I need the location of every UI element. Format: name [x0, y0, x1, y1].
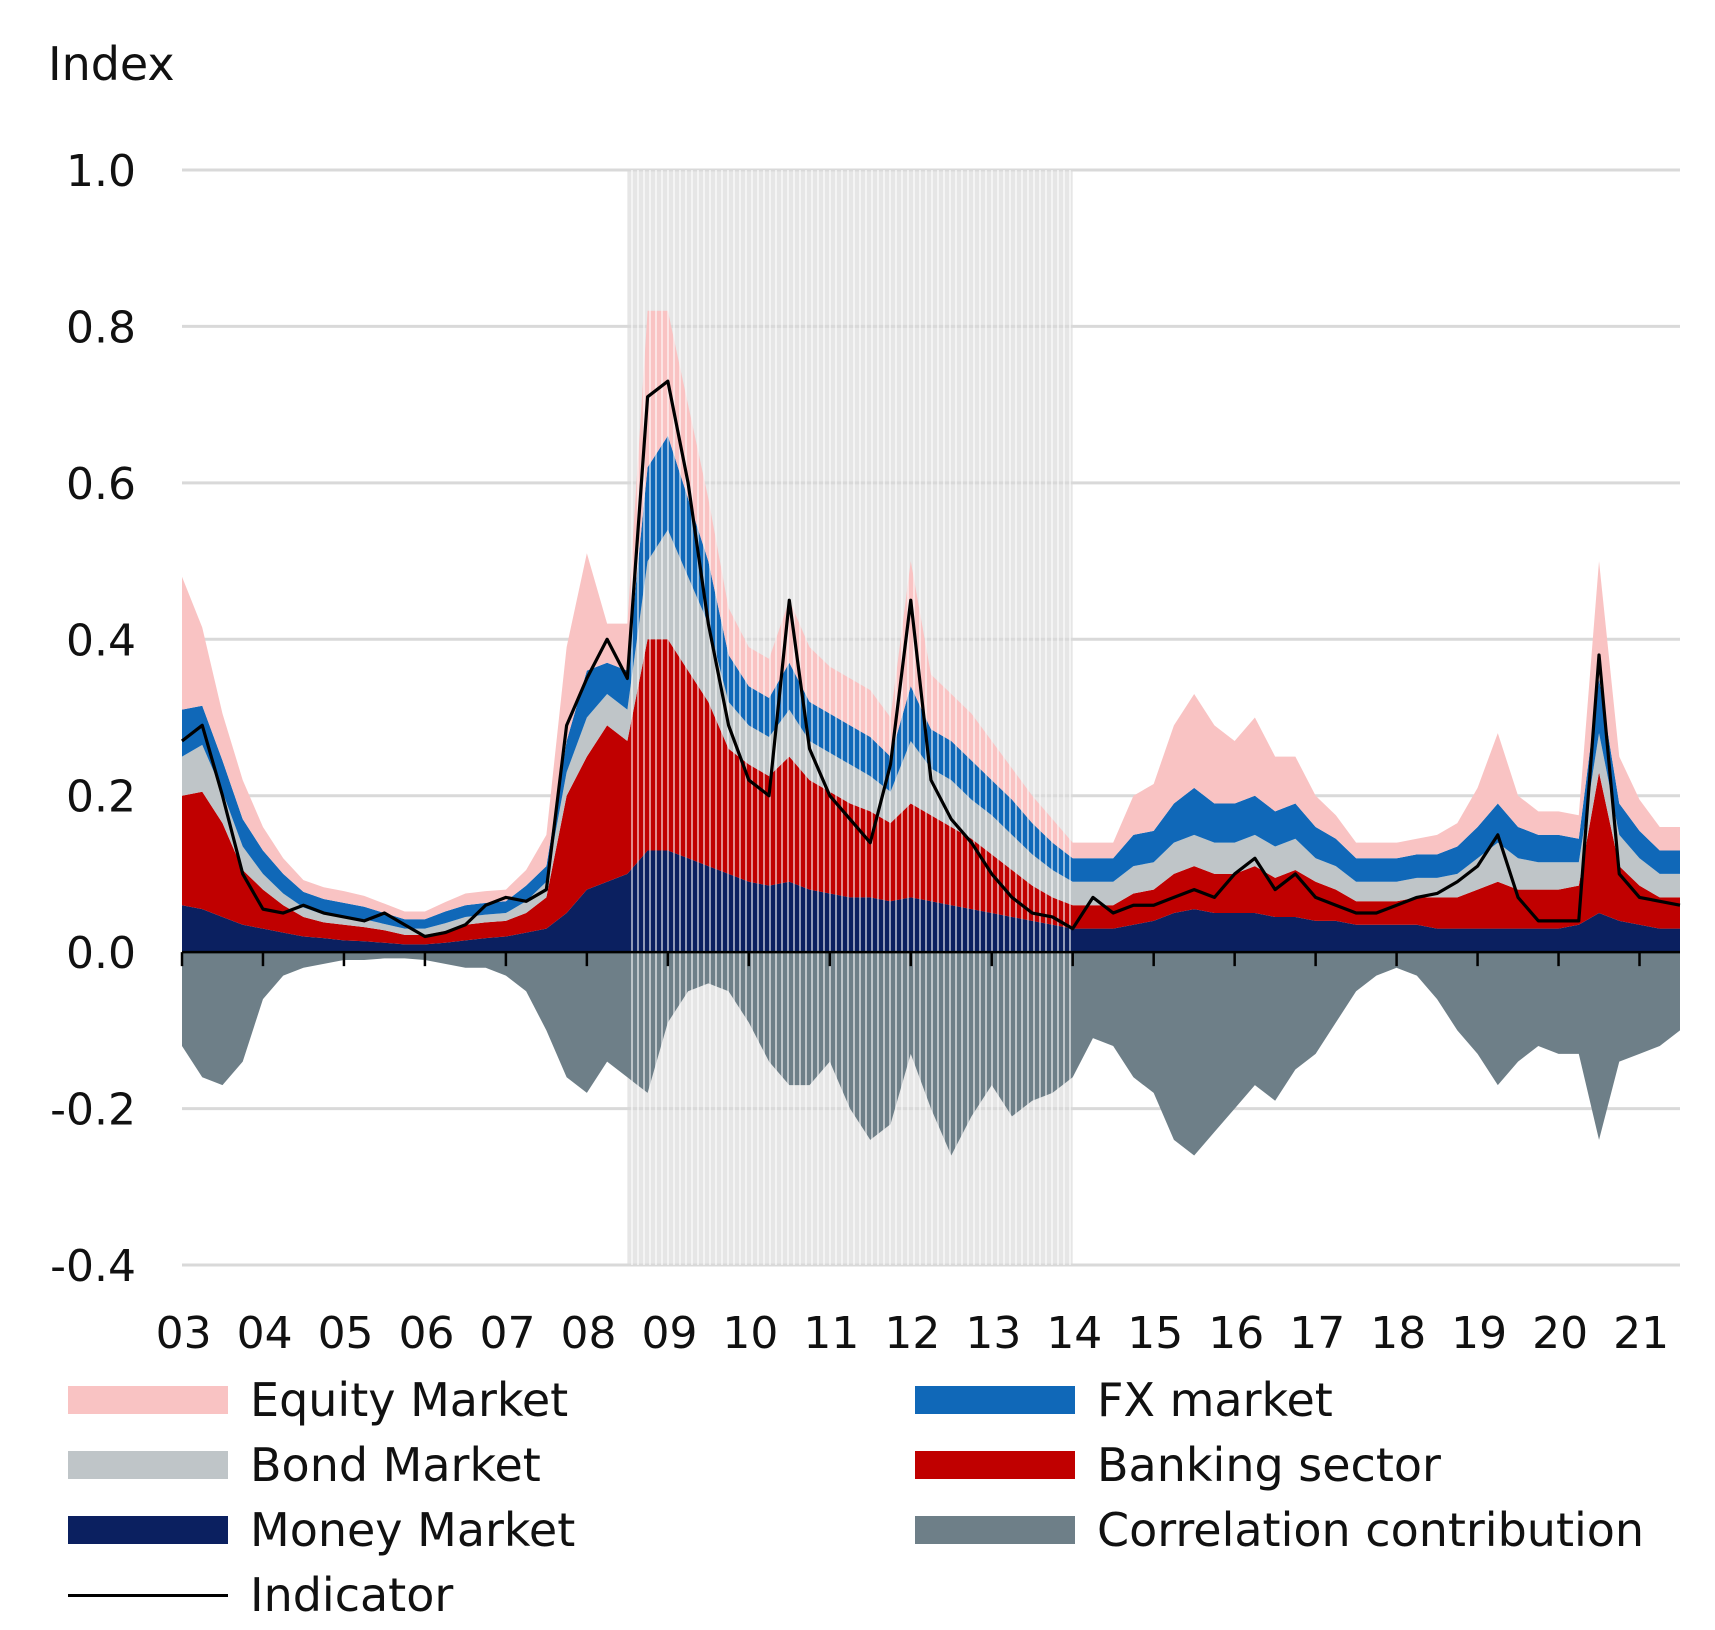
x-tick-label: 09	[641, 1308, 697, 1359]
y-tick-label: -0.2	[50, 1085, 136, 1136]
x-tick-label: 14	[1046, 1308, 1102, 1359]
legend-item-bond-market: Bond Market	[68, 1435, 541, 1495]
chart: 1.00.80.60.40.20.0-0.2-0.4 03 04 05 06 07 08 0…	[48, 37, 1681, 1359]
x-tick-label: 06	[399, 1308, 455, 1359]
shaded-period-hatch	[627, 170, 1073, 1265]
legend-swatch-bond-market	[68, 1451, 228, 1479]
y-tick-label: 0.2	[66, 772, 136, 823]
x-tick-label: 05	[318, 1308, 374, 1359]
legend-item-money-market: Money Market	[68, 1500, 575, 1560]
x-tick-label: 19	[1451, 1308, 1507, 1359]
legend-swatch-banking-sector	[915, 1451, 1075, 1479]
x-tick-label: 12	[884, 1308, 940, 1359]
y-tick-label: 1.0	[66, 146, 136, 197]
indicator-line	[181, 379, 1681, 939]
legend-label-indicator: Indicator	[250, 1568, 454, 1622]
legend-label-money-market: Money Market	[250, 1503, 576, 1557]
shaded-period-overlay	[627, 170, 1073, 1265]
x-tick-label: 18	[1370, 1308, 1426, 1359]
x-tick-label: 07	[480, 1308, 536, 1359]
legend-label-fx-market: FX market	[1097, 1373, 1333, 1427]
legend-item-correlation-contribution: Correlation contribution	[915, 1500, 1644, 1560]
legend-swatch-money-market	[68, 1516, 228, 1544]
legend-item-banking-sector: Banking sector	[915, 1435, 1441, 1495]
area-equity-market	[182, 310, 1680, 920]
y-tick-labels: 1.0 0.8 0.6 0.4 0.2 0.0 -0.2 -0.4	[50, 146, 136, 1292]
x-tick-label: 08	[560, 1308, 616, 1359]
legend-label-equity-market: Equity Market	[250, 1373, 569, 1427]
x-tick-label: 15	[1127, 1308, 1183, 1359]
x-tick-label: 17	[1289, 1308, 1345, 1359]
legend-swatch-equity-market	[68, 1386, 228, 1414]
legend-item-fx-market: FX market	[915, 1370, 1333, 1430]
x-tick-label: 03	[156, 1308, 212, 1359]
legend-swatch-fx-market	[915, 1386, 1075, 1414]
x-tick-label: 16	[1208, 1308, 1264, 1359]
area-bond-market	[182, 529, 1680, 935]
y-tick-label: 0.4	[66, 615, 136, 666]
legend: Equity Market FX market Bond Market Bank…	[0, 1370, 1715, 1630]
legend-swatch-correlation-contribution	[915, 1516, 1075, 1544]
legend-label-banking-sector: Banking sector	[1097, 1438, 1441, 1492]
y-tick-label: 0.0	[66, 928, 136, 979]
y-axis-label: Index	[48, 37, 175, 91]
y-tick-label: 0.8	[66, 302, 136, 353]
y-tick-label: -0.4	[50, 1241, 136, 1292]
legend-swatch-indicator	[68, 1593, 228, 1597]
legend-item-indicator: Indicator	[68, 1565, 453, 1625]
x-axis	[180, 950, 1680, 967]
x-tick-label: 13	[965, 1308, 1021, 1359]
legend-item-equity-market: Equity Market	[68, 1370, 568, 1430]
x-tick-label: 11	[803, 1308, 859, 1359]
indicator-line-path	[181, 379, 1681, 939]
x-tick-label: 10	[722, 1308, 778, 1359]
legend-label-correlation-contribution: Correlation contribution	[1097, 1503, 1645, 1557]
x-tick-labels: 03 04 05 06 07 08 09 10 11 12 13 14 15 16 17 18 19 20 21	[156, 1308, 1670, 1359]
area-banking-sector	[182, 639, 1680, 945]
x-tick-label: 21	[1613, 1308, 1669, 1359]
y-tick-label: 0.6	[66, 459, 136, 510]
legend-label-bond-market: Bond Market	[250, 1438, 541, 1492]
x-tick-label: 04	[237, 1308, 293, 1359]
x-tick-label: 20	[1532, 1308, 1588, 1359]
